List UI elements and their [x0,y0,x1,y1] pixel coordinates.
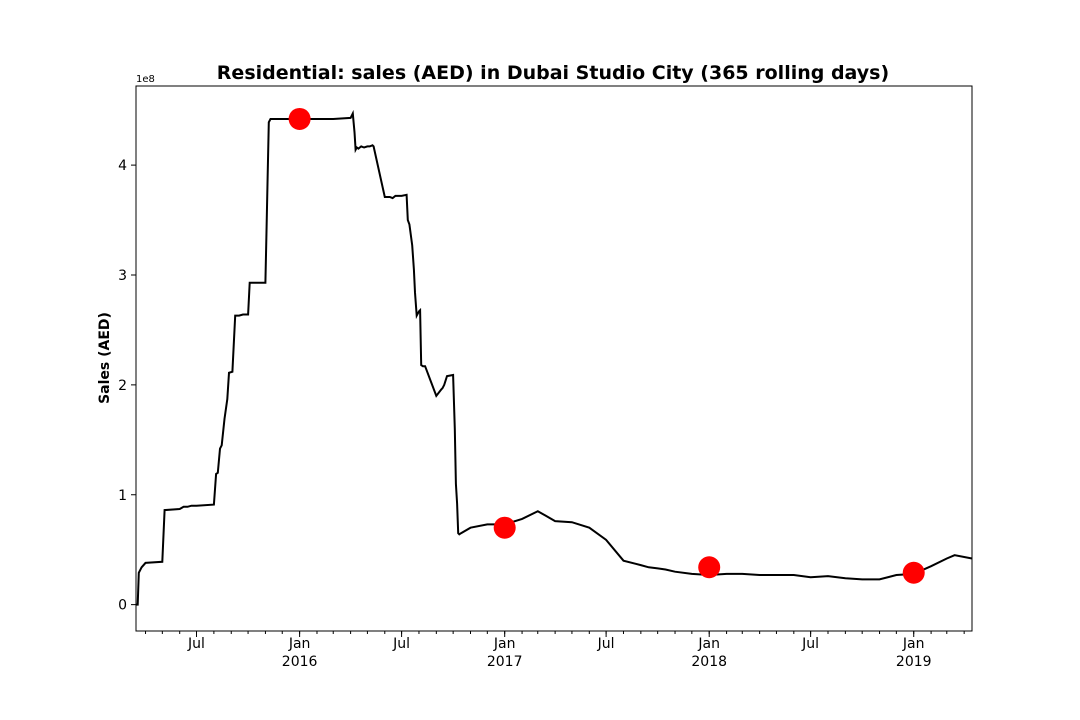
y-axis-offset-label: 1e8 [136,74,155,85]
x-tick-label: Jan [697,636,720,652]
y-tick-label: 1 [118,488,127,504]
x-tick-label: Jan [902,636,925,652]
y-tick-label: 2 [118,378,127,394]
x-tick-year-label: 2016 [282,654,318,670]
axes: 0 1 2 3 4 Jul Jan 2016 Jul Jan 2017 Jul Jan 2018 Jul Ja… [118,85,973,670]
x-tick-year-label: 2017 [487,654,523,670]
x-tick-label: Jan [288,636,311,652]
x-tick-year-label: 2019 [896,654,932,670]
x-tick-label: Jul [597,636,615,652]
y-tick-label: 4 [118,158,127,174]
x-tick-year-label: 2018 [691,654,727,670]
data-marker [902,561,925,584]
data-marker [698,556,721,579]
x-tick-label: Jul [187,636,205,652]
data-marker [493,516,516,539]
plot-frame [135,85,973,632]
x-tick-label: Jan [493,636,516,652]
y-tick-label: 0 [118,598,127,614]
chart-title: Residential: sales (AED) in Dubai Studio… [217,62,889,84]
y-tick-label: 3 [118,268,127,284]
plot-area [136,107,973,606]
series-line [136,109,973,606]
x-tick-label: Jul [801,636,819,652]
x-tick-label: Jul [392,636,410,652]
data-marker [288,107,311,130]
y-axis-label: Sales (AED) [97,312,113,404]
